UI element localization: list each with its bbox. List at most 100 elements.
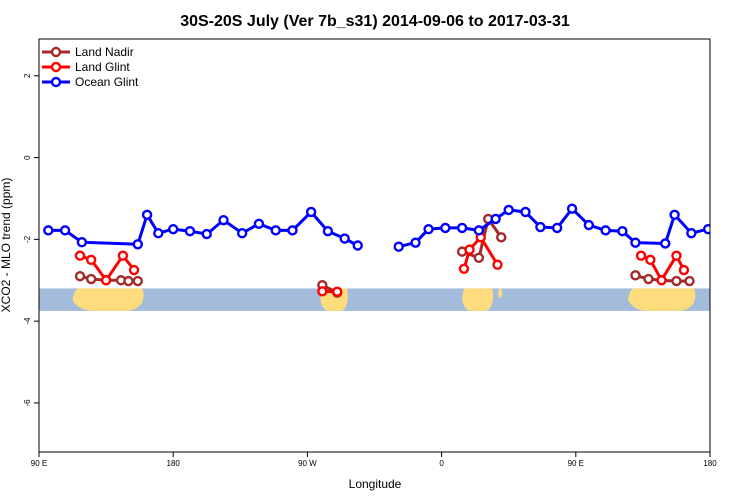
legend-marker [50, 61, 62, 73]
legend-label: Land Glint [75, 60, 130, 74]
data-point [128, 264, 140, 276]
data-point [123, 275, 134, 287]
legend-marker [50, 76, 62, 88]
data-point [141, 209, 153, 221]
data-point [490, 213, 501, 225]
data-point [630, 270, 641, 281]
data-point [153, 228, 164, 239]
data-point [671, 275, 682, 287]
data-point [74, 250, 86, 261]
x-tick-label: 90 E [31, 459, 47, 468]
data-point [393, 241, 404, 252]
legend-label: Land Nadir [75, 45, 134, 59]
data-point [643, 273, 654, 285]
y-tick-label: -2 [23, 235, 32, 243]
data-point [85, 254, 97, 266]
data-point [464, 244, 475, 255]
land-australia [72, 288, 144, 311]
y-axis-label: XCO2 - MLO trend (ppm) [0, 178, 13, 313]
data-point [473, 225, 485, 236]
data-point [656, 275, 667, 286]
data-point [317, 286, 328, 297]
data-point [305, 206, 317, 218]
y-tick-label: 0 [23, 155, 32, 160]
ocean-band [39, 288, 710, 311]
data-point [473, 252, 485, 263]
data-point [167, 223, 179, 235]
data-point [218, 214, 229, 226]
legend-item: Land Nadir [42, 45, 134, 59]
x-tick-label: 180 [167, 459, 181, 468]
data-point [74, 270, 86, 282]
legend-item: Land Glint [42, 60, 130, 74]
series-line [462, 235, 499, 270]
data-point [458, 263, 470, 275]
data-point [551, 222, 563, 234]
x-tick-label: 180 [703, 459, 717, 468]
data-point [253, 218, 265, 230]
data-point [520, 206, 531, 218]
data-point [686, 228, 697, 239]
data-point [100, 275, 112, 286]
data-point [410, 237, 421, 248]
data-point [678, 264, 690, 276]
data-point [635, 250, 647, 261]
land-africa [462, 288, 494, 311]
data-point [332, 286, 343, 297]
data-point [85, 273, 97, 285]
x-tick-label: 90 E [568, 459, 584, 468]
data-point [423, 223, 434, 235]
data-point [339, 233, 350, 244]
data-point [322, 225, 334, 237]
data-point [684, 275, 695, 287]
data-point [492, 259, 503, 270]
data-point [669, 209, 680, 221]
data-point [184, 225, 196, 237]
data-point [617, 225, 628, 237]
data-point [270, 225, 281, 236]
data-point [535, 221, 546, 233]
data-point [287, 225, 298, 236]
y-tick-label: -6 [23, 399, 32, 407]
data-point [236, 228, 248, 239]
data-point [456, 222, 468, 234]
data-point [503, 204, 514, 216]
land-ocean-strip [39, 288, 710, 311]
data-point [645, 254, 656, 266]
data-point [352, 240, 363, 251]
land-australia-repeat [627, 288, 696, 311]
data-point [132, 275, 143, 287]
legend-label: Ocean Glint [75, 75, 139, 89]
data-point [440, 222, 451, 234]
series-ocean-glint [43, 203, 710, 252]
data-point [600, 225, 611, 236]
data-point [566, 203, 578, 214]
legend-item: Ocean Glint [42, 75, 139, 89]
data-point [201, 228, 212, 240]
data-point [660, 238, 671, 249]
x-axis-label: Longitude [349, 477, 402, 491]
x-tick-label: 90 W [298, 459, 317, 468]
series-layer [43, 203, 710, 298]
plot-frame [38, 38, 711, 453]
x-axis: 90 E 180 90 W 0 90 E 180 [31, 452, 717, 468]
data-point [630, 237, 641, 248]
data-point [702, 223, 710, 235]
y-axis: -6 -4 -2 0 2 [23, 73, 39, 406]
y-tick-label: -4 [23, 317, 32, 325]
series-land-glint [74, 232, 690, 297]
x-tick-label: 0 [439, 459, 444, 468]
data-point [671, 250, 682, 261]
data-point [117, 250, 129, 261]
data-point [132, 239, 143, 250]
data-point [583, 219, 595, 231]
data-point [59, 225, 71, 236]
legend-marker [50, 46, 62, 58]
chart-title: 30S-20S July (Ver 7b_s31) 2014-09-06 to … [180, 13, 570, 30]
data-point [76, 237, 88, 248]
y-tick-label: 2 [23, 73, 32, 78]
land-island [498, 288, 503, 299]
